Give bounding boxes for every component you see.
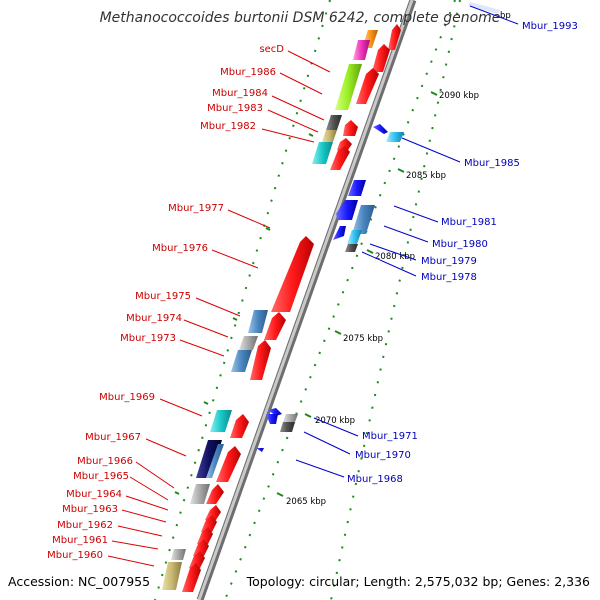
gene-label: Mbur_1963 — [62, 504, 118, 515]
gene-label: Mbur_1975 — [135, 291, 191, 302]
gene-block — [171, 549, 186, 560]
gene-label: Mbur_1961 — [52, 535, 108, 546]
gene-arrow — [182, 563, 201, 592]
gene-label: Mbur_1976 — [152, 243, 208, 254]
gene-label: Mbur_1968 — [347, 474, 403, 485]
gene-label: Mbur_1977 — [168, 203, 224, 214]
gene-label: Mbur_1983 — [207, 103, 263, 114]
topology-text: Topology: circular; Length: 2,575,032 bp… — [247, 574, 590, 589]
gene-label: Mbur_1970 — [355, 450, 411, 461]
gene-arrow — [343, 120, 358, 136]
genome-diagram: 2090 kbp 2085 kbp 2080 kbp 2075 kbp 2070… — [0, 0, 600, 600]
gene-label: Mbur_1964 — [66, 489, 122, 500]
gene-label: Mbur_1969 — [99, 392, 155, 403]
tick-label: 2090 kbp — [439, 91, 479, 101]
gene-block — [162, 562, 182, 590]
gene-label: Mbur_1966 — [77, 456, 133, 467]
gene-arrow-rev — [256, 448, 264, 452]
gene-label: Mbur_1971 — [362, 431, 418, 442]
gene-label: Mbur_1962 — [57, 520, 113, 531]
gene-block — [353, 40, 370, 60]
gene-label: Mbur_1985 — [464, 158, 520, 169]
gene-block — [280, 422, 295, 432]
gene-block — [239, 336, 258, 350]
gene-label: Mbur_1986 — [220, 67, 276, 78]
map-title: Methanococcoides burtonii DSM 6242, comp… — [0, 10, 600, 26]
forward-genes — [162, 24, 401, 592]
gene-label: Mbur_1973 — [120, 333, 176, 344]
gene-label: Mbur_1978 — [421, 272, 477, 283]
gene-arrow-rev — [373, 124, 388, 134]
gene-block — [322, 130, 337, 142]
gene-arrow — [230, 414, 249, 438]
gene-block — [283, 414, 298, 422]
forward-labels: secD Mbur_1986 Mbur_1984 Mbur_1983 Mbur_… — [47, 44, 284, 561]
gene-label: Mbur_1984 — [212, 88, 268, 99]
tick-label: 2075 kbp — [343, 334, 383, 344]
gene-label: Mbur_1980 — [432, 239, 488, 250]
gene-block — [345, 244, 358, 252]
gene-arrow — [330, 146, 350, 170]
inner-tick-dashes — [175, 134, 313, 494]
gene-label: Mbur_1982 — [200, 121, 256, 132]
gene-label: Mbur_1974 — [126, 313, 182, 324]
tick-label: 2065 kbp — [286, 497, 326, 507]
gene-block — [231, 350, 252, 372]
gene-arrow — [264, 312, 286, 340]
accession-text: Accession: NC_007955 — [8, 574, 150, 589]
genome-map: 2090 kbp 2085 kbp 2080 kbp 2075 kbp 2070… — [0, 0, 600, 600]
gene-label: Mbur_1960 — [47, 550, 103, 561]
gene-block — [326, 115, 342, 130]
gene-block — [347, 230, 362, 244]
gene-block — [190, 484, 210, 504]
tick-label: 2085 kbp — [406, 171, 446, 181]
gene-label: Mbur_1979 — [421, 256, 477, 267]
gene-label: Mbur_1965 — [73, 471, 129, 482]
gene-block — [248, 310, 268, 333]
gene-block — [210, 410, 232, 432]
gene-label: Mbur_1967 — [85, 432, 141, 443]
gene-label: secD — [259, 44, 284, 55]
gene-block — [312, 142, 333, 164]
gene-label: Mbur_1981 — [441, 217, 497, 228]
gene-block — [386, 132, 404, 142]
